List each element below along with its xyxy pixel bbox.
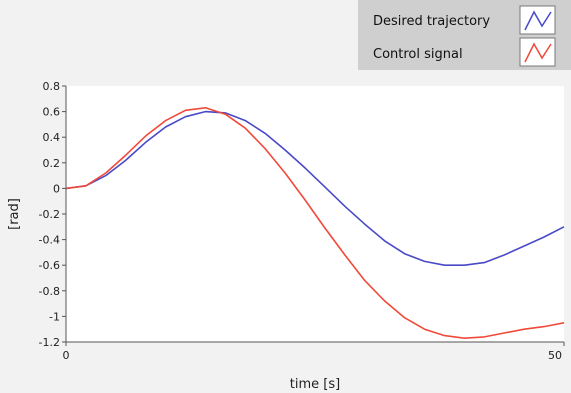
series-line-control-signal (65, 107, 565, 340)
x-tick-label: 0 (63, 349, 70, 362)
legend-swatch-line-control-signal (524, 42, 552, 63)
y-tick-label: -0.8 (39, 285, 60, 298)
y-tick-label: 0.4 (43, 131, 61, 144)
y-tick-label: -1.2 (39, 336, 60, 349)
x-axis-title: time [s] (290, 377, 340, 392)
legend-label-desired-trajectory: Desired trajectory (373, 14, 490, 29)
y-tick-label: 0 (53, 182, 60, 195)
y-tick-label: -0.2 (39, 208, 60, 221)
y-tick-label: 0.2 (43, 157, 61, 170)
legend-swatch-line-desired-trajectory (524, 10, 552, 31)
legend-label-control-signal: Control signal (373, 47, 463, 62)
y-tick-label: 0.6 (43, 106, 61, 119)
y-tick-label: -0.4 (39, 234, 60, 247)
x-tick-label: 50 (548, 349, 562, 362)
y-tick-label: 0.8 (43, 80, 61, 93)
series-layer (65, 107, 565, 340)
x-tick-layer: 0 50 (63, 342, 565, 362)
y-axis-title: [rad] (7, 198, 22, 230)
series-line-desired-trajectory (65, 110, 565, 267)
y-tick-layer: 0.8 0.6 0.4 0.2 0 -0.2 -0.4 -0.6 -0.8 -1 -1.2 (39, 80, 66, 349)
y-tick-label: -0.6 (39, 259, 60, 272)
y-tick-label: -1 (49, 310, 60, 323)
legend: Desired trajectory Control signal (358, 0, 571, 70)
